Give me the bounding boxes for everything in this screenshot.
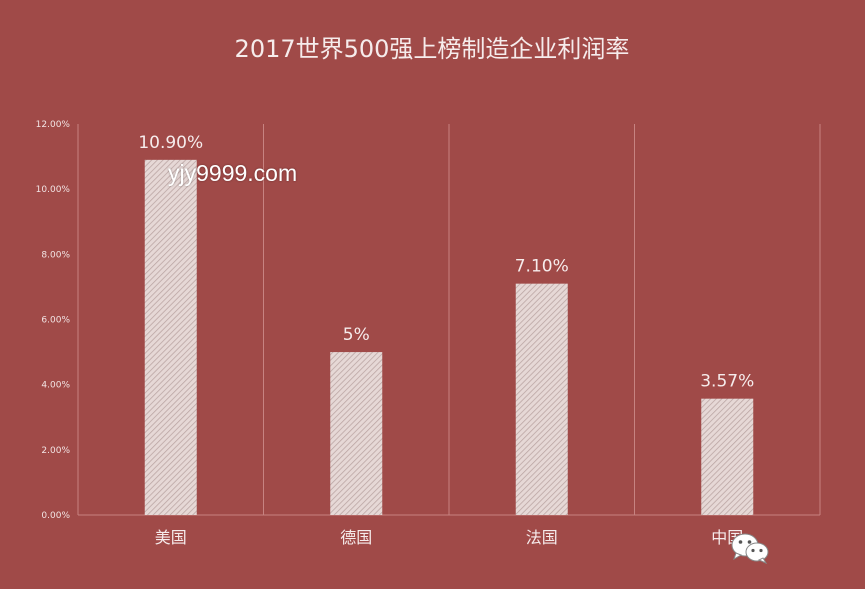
data-labels: 10.90% 5% 7.10% 3.57%	[138, 133, 754, 392]
wechat-icon	[731, 533, 769, 565]
y-tick-label: 0.00%	[41, 511, 70, 521]
y-tick-label: 6.00%	[41, 316, 70, 326]
data-label: 10.90%	[138, 133, 203, 153]
x-axis-ticks: 美国 德国 法国 中国	[155, 528, 744, 547]
y-tick-label: 12.00%	[36, 120, 71, 130]
x-tick-label: 美国	[155, 528, 187, 547]
y-tick-label: 4.00%	[41, 381, 70, 391]
bar	[330, 352, 383, 515]
bar	[144, 159, 197, 515]
chart-title: 2017世界500强上榜制造企业利润率	[235, 35, 630, 63]
bar	[701, 398, 754, 515]
data-label: 5%	[343, 325, 370, 345]
bars	[144, 159, 754, 515]
watermark: yjy9999.com	[168, 160, 298, 186]
bar	[515, 283, 568, 515]
y-tick-label: 10.00%	[36, 185, 71, 195]
y-axis-ticks: 0.00% 2.00% 4.00% 6.00% 8.00% 10.00% 12.00%	[36, 120, 71, 521]
y-tick-label: 8.00%	[41, 250, 70, 260]
grid-lines	[77, 124, 821, 516]
x-tick-label: 法国	[526, 528, 558, 547]
data-label: 7.10%	[515, 257, 569, 277]
y-tick-label: 2.00%	[41, 446, 70, 456]
data-label: 3.57%	[700, 372, 754, 392]
x-tick-label: 德国	[340, 528, 372, 547]
